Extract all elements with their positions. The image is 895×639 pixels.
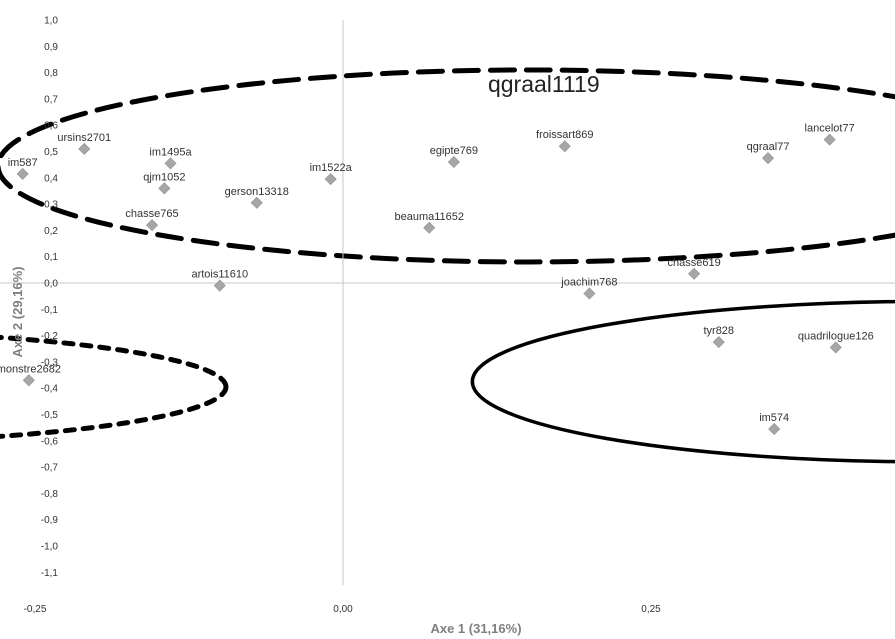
y-tick-label: 0,9 [44, 42, 58, 53]
point-marker [22, 374, 35, 387]
point-label: qjm1052 [143, 171, 185, 183]
point-marker [324, 173, 337, 186]
point-label: qgraal77 [747, 141, 790, 153]
point-label: gerson13318 [225, 186, 289, 198]
y-tick-label: -0,4 [41, 384, 59, 395]
point-marker [558, 140, 571, 153]
cluster-ellipses [0, 67, 895, 464]
point-label: quadrilogue126 [798, 330, 874, 342]
point-marker [768, 422, 781, 435]
y-tick-label: -0,2 [41, 331, 59, 342]
y-tick-label: -0,3 [41, 357, 59, 368]
point-marker [823, 133, 836, 146]
y-tick-label: 1,0 [44, 16, 58, 27]
point-marker [146, 219, 159, 232]
point-marker [712, 336, 725, 349]
y-tick-label: -1,0 [41, 542, 59, 553]
point-marker [158, 182, 171, 195]
cluster-labels: qgraal1119phares1357im574 [488, 71, 600, 97]
x-tick-label: -0,25 [24, 604, 47, 615]
point-label: ursins2701 [57, 132, 111, 144]
x-tick-label: 0,25 [641, 604, 661, 615]
cluster-ellipse-long-dash [0, 67, 895, 265]
point-label: froissart869 [536, 129, 593, 141]
x-tick-label: 0,00 [333, 604, 353, 615]
y-tick-label: 0,4 [44, 173, 58, 184]
point-label: chasse619 [668, 257, 721, 269]
y-tick-label: -0,6 [41, 436, 59, 447]
cluster-ellipse-short-dash [0, 334, 229, 439]
y-tick-label: 0,6 [44, 121, 58, 132]
cluster-ellipse-solid [470, 299, 895, 464]
point-marker [78, 142, 91, 155]
point-label: im1495a [149, 146, 192, 158]
point-marker [583, 287, 596, 300]
point-label: im587 [8, 157, 38, 169]
y-tick-label: -0,7 [41, 463, 59, 474]
y-tick-label: -1,1 [41, 568, 59, 579]
plot-area: ursins2701 im1495a im587 qjm1052 im1522a gers… [0, 20, 895, 586]
axes [0, 20, 895, 586]
point-marker [213, 279, 226, 292]
point-label: lancelot77 [805, 123, 855, 135]
y-tick-label: 0,8 [44, 68, 58, 79]
y-tick-label: -0,9 [41, 515, 59, 526]
cluster-label: qgraal1119 [488, 71, 600, 97]
point-label: egipte769 [430, 145, 478, 157]
y-tick-label: 0,2 [44, 226, 58, 237]
point-marker [829, 341, 842, 354]
y-tick-label: 0,0 [44, 279, 58, 290]
point-marker [164, 157, 177, 170]
point-label: im1522a [310, 162, 353, 174]
point-label: tyr828 [703, 325, 734, 337]
point-label: monstre2682 [0, 363, 61, 375]
point-label: chasse765 [125, 208, 178, 220]
point-label: im574 [759, 412, 789, 424]
point-marker [250, 196, 263, 209]
point-marker [16, 167, 29, 180]
y-tick-label: -0,5 [41, 410, 59, 421]
point-marker [762, 152, 775, 165]
y-tick-label: -0,8 [41, 489, 59, 500]
point-marker [688, 267, 701, 280]
y-tick-label: -0,1 [41, 305, 59, 316]
point-label: beauma11652 [394, 211, 464, 223]
x-axis-title: Axe 1 (31,16%) [430, 621, 521, 636]
y-axis-ticks: 1,0 0,9 0,8 0,7 0,6 0,5 0,4 0,3 0,2 0,1 0,0 -0,1 -0,… [41, 16, 59, 579]
y-axis-title: Axe 2 (29,16%) [10, 266, 25, 357]
x-axis-ticks: -0,75-0,50-0,250,000,250,500,751,001,251… [24, 604, 662, 615]
point-marker [447, 156, 460, 169]
y-tick-label: 0,1 [44, 252, 58, 263]
y-tick-label: 0,7 [44, 94, 58, 105]
y-tick-label: 0,3 [44, 200, 58, 211]
point-label: artois11610 [191, 269, 248, 281]
y-tick-label: 0,5 [44, 147, 58, 158]
point-marker [423, 221, 436, 234]
data-points: ursins2701 im1495a im587 qjm1052 im1522a gers… [0, 123, 874, 435]
point-label: joachim768 [560, 277, 617, 289]
